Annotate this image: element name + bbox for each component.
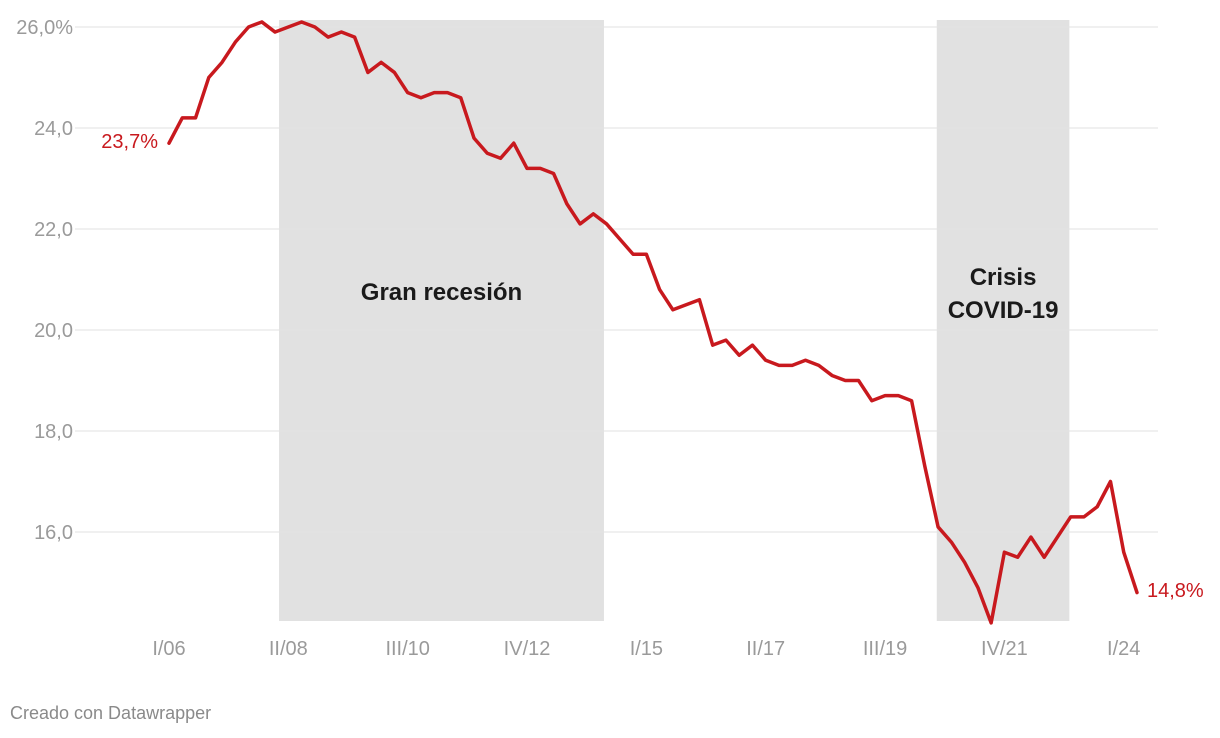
- y-tick-label: 18,0: [34, 421, 73, 443]
- credit-text: Creado con Datawrapper: [10, 703, 212, 723]
- end-value-label: 14,8%: [1147, 580, 1204, 602]
- x-axis-ticks: I/06 II/08 III/10 IV/12 I/15 II/17 III/19 IV/21…: [152, 638, 1140, 660]
- y-tick-label: 24,0: [34, 118, 73, 140]
- y-axis-ticks: 26,0% 24,0 22,0 20,0 18,0 16,0: [16, 17, 73, 544]
- y-tick-label: 16,0: [34, 522, 73, 544]
- series-line: [167, 20, 1139, 625]
- gridlines: [75, 26, 1158, 533]
- y-tick-label: 20,0: [34, 320, 73, 342]
- x-tick-label: II/08: [269, 638, 308, 660]
- y-tick-label: 26,0%: [16, 17, 73, 39]
- period-labels: Gran recesión Crisis COVID-19: [361, 264, 1059, 324]
- band-label-0-0: Gran recesión: [361, 279, 522, 306]
- start-value-label: 23,7%: [101, 131, 158, 153]
- band-label-1-1: COVID-19: [948, 297, 1059, 324]
- x-tick-label: I/15: [630, 638, 663, 660]
- x-tick-label: II/17: [746, 638, 785, 660]
- x-tick-label: I/24: [1107, 638, 1140, 660]
- x-tick-label: IV/21: [981, 638, 1028, 660]
- x-tick-label: IV/12: [504, 638, 551, 660]
- x-tick-label: III/10: [385, 638, 429, 660]
- x-tick-label: I/06: [152, 638, 185, 660]
- shaded-periods: [279, 20, 1070, 621]
- shaded-band-0: [279, 20, 604, 621]
- y-tick-label: 22,0: [34, 219, 73, 241]
- x-tick-label: III/19: [863, 638, 907, 660]
- shaded-band-1: [936, 20, 1070, 621]
- band-label-1-0: Crisis: [970, 264, 1037, 291]
